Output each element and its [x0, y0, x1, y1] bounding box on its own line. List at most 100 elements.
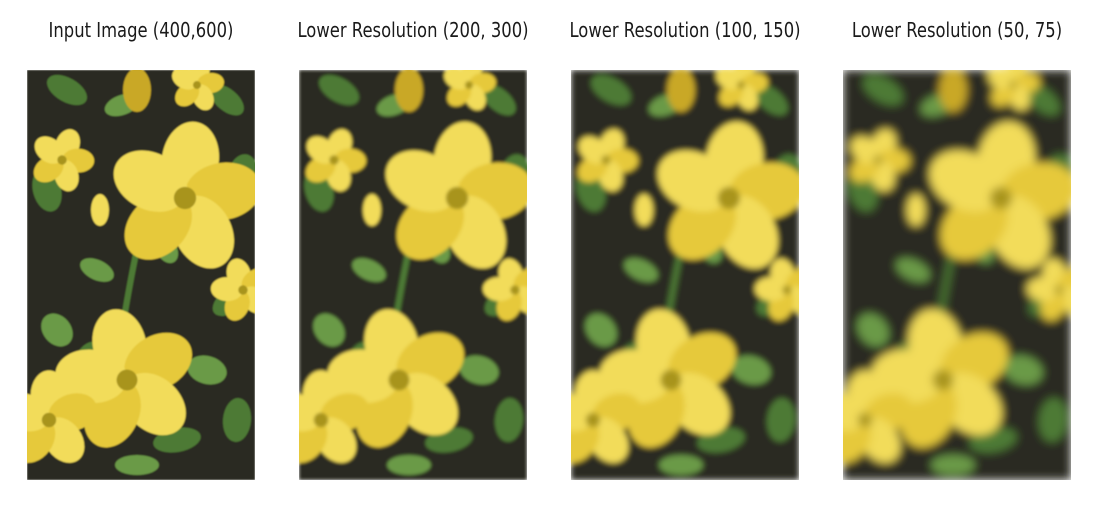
petal: [210, 277, 244, 302]
flower-photo: [843, 70, 1071, 480]
flower-center: [465, 81, 473, 89]
flower-bottom-left: [299, 370, 369, 463]
leaf: [47, 74, 87, 106]
panel-lower-resolution-100x150: Lower Resolution (100, 150): [569, 0, 801, 505]
panel-title: Lower Resolution (100, 150): [569, 18, 801, 42]
photo-content: [299, 70, 527, 480]
leaf: [731, 355, 771, 385]
flower-bottom-left: [843, 370, 913, 463]
flower-image: [571, 70, 799, 480]
petal: [306, 136, 336, 164]
flower-bottom-left: [27, 370, 97, 463]
flower-bud: [939, 70, 967, 112]
petal: [754, 277, 788, 302]
leaf: [1038, 398, 1068, 442]
leaf: [659, 455, 703, 475]
petal: [850, 136, 880, 164]
flower-center: [313, 412, 329, 428]
petal: [578, 136, 608, 164]
flower-center: [1009, 81, 1017, 89]
leaf: [80, 258, 114, 282]
leaf: [41, 313, 73, 347]
flower-center: [585, 412, 601, 428]
flower-bud: [91, 194, 109, 226]
flower-small-right: [482, 258, 527, 321]
leaf: [766, 398, 796, 442]
leaf: [494, 398, 524, 442]
petal: [571, 393, 594, 432]
petal: [396, 191, 464, 260]
leaf: [585, 313, 617, 347]
flower-bud: [667, 70, 695, 112]
petal: [668, 191, 736, 260]
petal: [172, 70, 198, 90]
flower-center-left: [55, 309, 193, 448]
flower-center: [717, 186, 741, 210]
petal: [34, 136, 64, 164]
flower-bud: [123, 70, 151, 112]
flower-top-right: [385, 121, 527, 269]
leaf: [313, 313, 345, 347]
leaf: [482, 84, 516, 116]
leaf: [387, 455, 431, 475]
petal: [843, 393, 866, 432]
leaf: [754, 84, 788, 116]
flower-photo: [27, 70, 255, 480]
petal: [55, 349, 128, 404]
leaf: [210, 84, 244, 116]
flower-small-left: [305, 129, 367, 192]
panel-title: Input Image (400,600): [48, 18, 234, 42]
petal: [716, 70, 742, 90]
petal: [599, 349, 672, 404]
panel-lower-resolution-200x300: Lower Resolution (200, 300): [297, 0, 529, 505]
flower-center: [41, 412, 57, 428]
leaf: [591, 74, 631, 106]
flower-center: [660, 369, 682, 391]
flower-center: [737, 81, 745, 89]
flower-bud: [363, 194, 381, 226]
petal: [27, 417, 56, 463]
leaf: [222, 398, 252, 442]
leaf: [1003, 355, 1043, 385]
leaf: [459, 355, 499, 385]
leaf: [187, 355, 227, 385]
flower-center-left: [871, 309, 1009, 448]
flower-center: [173, 186, 197, 210]
flower-bud: [395, 70, 423, 112]
flower-center-left: [327, 309, 465, 448]
petal: [940, 191, 1008, 260]
leaf: [115, 455, 159, 475]
flower-image: [843, 70, 1071, 480]
flower-photo: [571, 70, 799, 480]
petal: [299, 393, 322, 432]
petal: [1026, 277, 1060, 302]
panel-lower-resolution-50x75: Lower Resolution (50, 75): [843, 0, 1071, 505]
flower-center: [116, 369, 138, 391]
petal: [299, 417, 328, 463]
flower-top-right: [657, 121, 799, 269]
flower-bud: [907, 194, 925, 226]
photo-content: [27, 70, 255, 480]
flower-center: [445, 186, 469, 210]
flower-small-left: [33, 129, 95, 192]
flower-center: [329, 155, 339, 165]
petal: [482, 277, 516, 302]
flower-small-right: [1026, 258, 1071, 321]
flower-image: [299, 70, 527, 480]
leaf: [352, 258, 386, 282]
flower-center: [989, 186, 1013, 210]
flower-center: [857, 412, 873, 428]
flower-top-right: [113, 121, 255, 269]
petal: [871, 349, 944, 404]
flower-center: [873, 155, 883, 165]
flower-center: [782, 285, 792, 295]
flower-top-edge: [172, 70, 225, 111]
petal: [27, 393, 50, 432]
flower-top-edge: [988, 70, 1041, 111]
flower-small-right: [210, 258, 255, 321]
flower-center: [932, 369, 954, 391]
flower-center-left: [599, 309, 737, 448]
leaf: [896, 258, 930, 282]
leaf: [863, 74, 903, 106]
leaf: [319, 74, 359, 106]
